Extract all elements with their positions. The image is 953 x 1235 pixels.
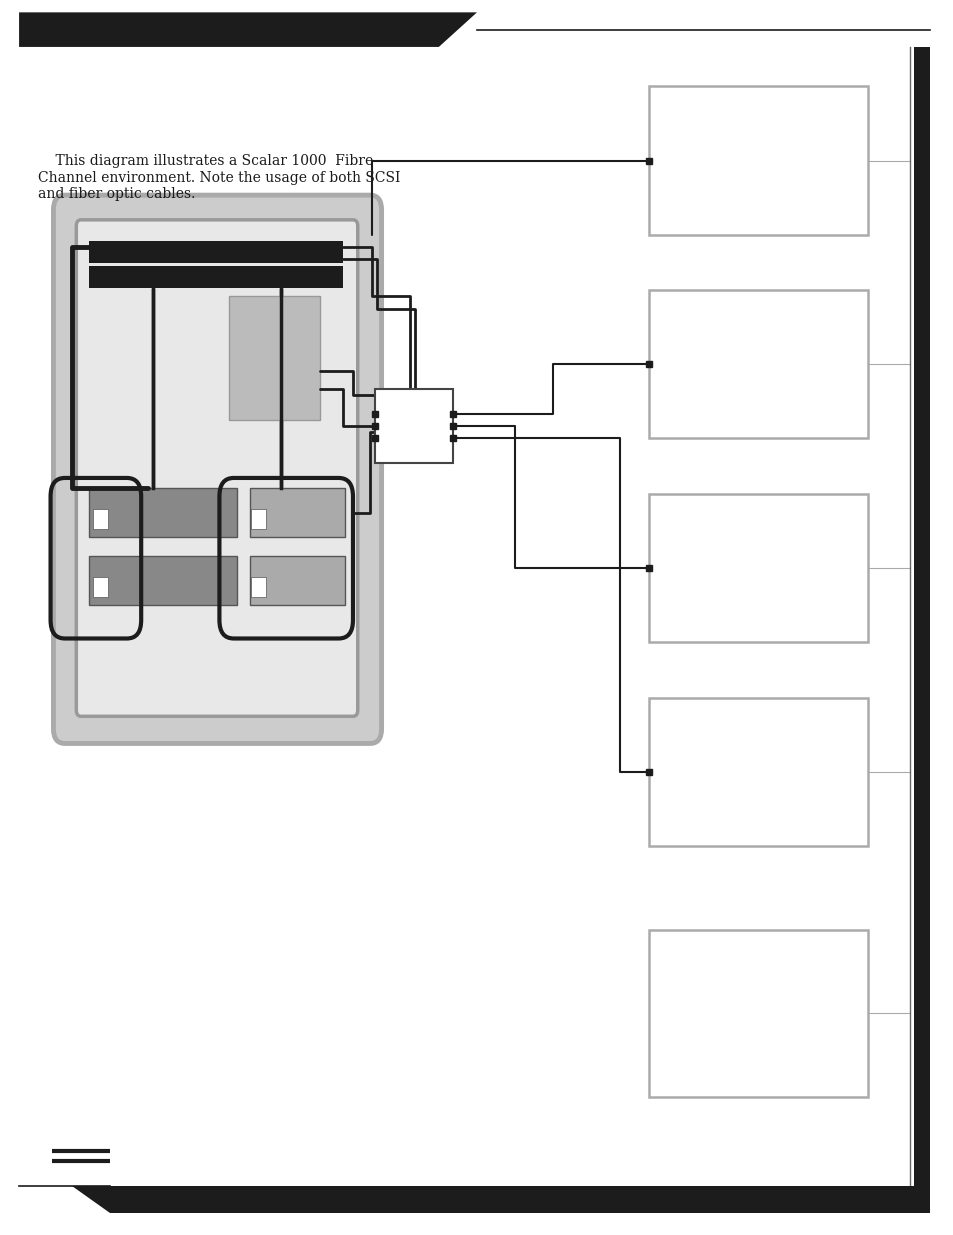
Bar xyxy=(89,556,236,605)
Bar xyxy=(92,577,108,597)
Bar xyxy=(229,296,319,420)
Bar xyxy=(251,577,266,597)
Bar xyxy=(648,290,867,438)
Bar xyxy=(251,509,266,529)
Bar xyxy=(648,86,867,235)
FancyBboxPatch shape xyxy=(53,195,381,743)
Bar xyxy=(648,930,867,1097)
Bar xyxy=(648,698,867,846)
Bar xyxy=(648,494,867,642)
Text: This diagram illustrates a Scalar 1000  Fibre
Channel environment. Note the usag: This diagram illustrates a Scalar 1000 F… xyxy=(38,154,400,201)
Bar xyxy=(250,488,345,537)
Bar xyxy=(89,488,236,537)
Bar xyxy=(89,266,343,288)
Bar xyxy=(250,556,345,605)
Bar xyxy=(913,47,929,1186)
Bar xyxy=(89,241,343,263)
Bar xyxy=(92,509,108,529)
Bar xyxy=(375,389,453,463)
Polygon shape xyxy=(19,12,476,47)
Polygon shape xyxy=(71,1186,929,1213)
FancyBboxPatch shape xyxy=(76,220,357,716)
